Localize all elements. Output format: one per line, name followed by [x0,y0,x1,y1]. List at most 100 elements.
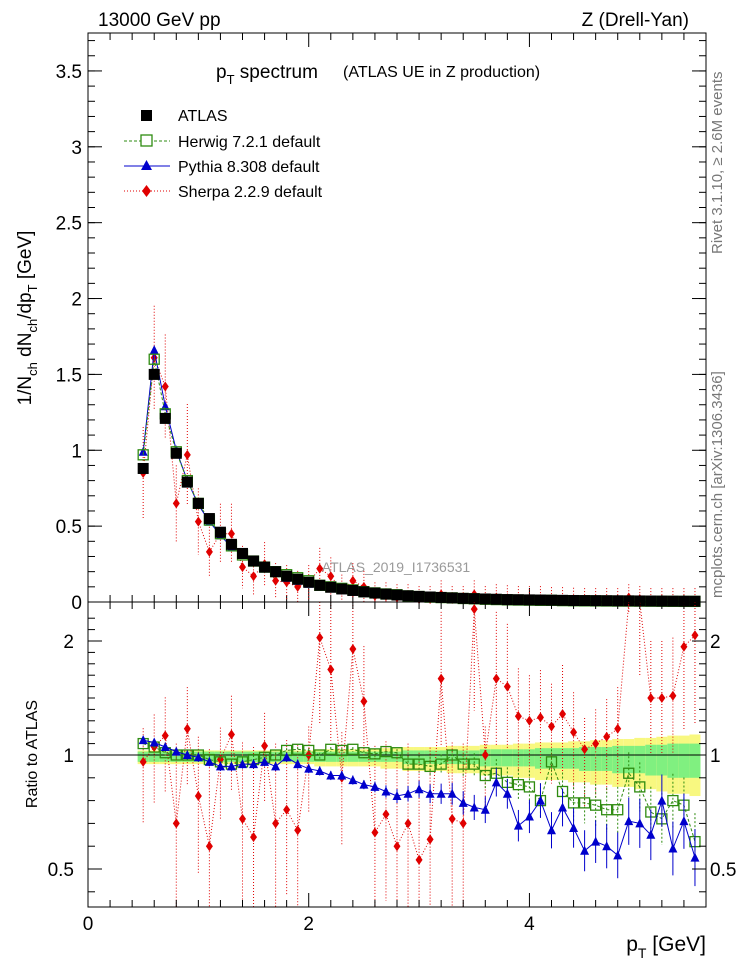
ratio-marker-pythia [182,750,192,759]
marker-atlas [325,581,337,593]
marker-atlas [678,595,690,607]
ratio-marker-sherpa [172,818,180,829]
ratio-marker-herwig [391,747,403,759]
ratio-marker-pythia [535,795,545,805]
ratio-marker-herwig [358,747,370,759]
legend-label-atlas: ATLAS [178,108,228,125]
marker-herwig [137,449,149,461]
marker-atlas [214,526,226,538]
ratio-marker-sherpa [227,729,235,740]
ratio-marker-pythia [491,777,501,787]
ratio-marker-sherpa [205,841,213,852]
ratio-marker-herwig [468,758,480,770]
ratio-marker-sherpa [415,854,423,865]
ratio-marker-pythia [469,802,479,812]
ratio-marker-herwig [380,745,392,758]
marker-pythia [149,345,159,355]
ratio-y-axis-label: Ratio to ATLAS [24,700,41,808]
marker-sherpa [239,562,246,573]
energy-label: 13000 GeV pp [98,10,221,31]
legend-entry-sherpa: Sherpa 2.2.9 default [124,184,323,201]
ratio-marker-sherpa [647,693,655,703]
marker-atlas [612,595,624,607]
ylabel-sub-b: ch [25,319,40,333]
ratio-marker-sherpa [404,818,412,829]
ratio-inner-band [391,751,403,762]
ratio-marker-pythia [149,737,159,747]
marker-atlas [667,595,679,607]
legend-marker-sherpa [142,185,151,197]
ratio-marker-pythia [480,804,490,814]
marker-atlas [645,595,657,607]
marker-atlas [501,594,513,606]
ratio-marker-pythia [547,825,556,835]
spectrum-y-axis-label: 1/Nch dNch/dpT [GeV] [15,231,40,406]
ratio-marker-sherpa [669,690,677,701]
spectrum-panel: 0 0.5 1 1.5 2 2.5 3 3.5 ATLAS_2019_I1736531 pT … [15,32,707,614]
legend-label-pythia: Pythia 8.308 default [178,159,320,176]
ratio-marker-herwig [303,744,315,757]
ratio-marker-herwig [369,748,381,760]
process-label: Z (Drell-Yan) [582,10,689,31]
ratio-marker-pythia [513,820,523,830]
ratio-marker-pythia [624,816,634,826]
ratio-marker-herwig [523,781,536,793]
ylabel-sub-a: ch [25,362,40,376]
legend-marker-herwig [140,134,153,147]
ratio-marker-herwig [435,758,447,770]
x-tick-label: 4 [524,914,535,935]
ratio-inner-band [656,744,668,776]
ratio-marker-sherpa [503,681,511,692]
ratio-marker-pythia [204,756,214,766]
ratio-marker-pythia [348,775,358,785]
marker-atlas [512,594,524,606]
plot-title: pT spectrum [216,62,318,87]
ratio-marker-sherpa [459,818,467,829]
ratio-inner-band [579,747,591,771]
marker-atlas [148,368,160,380]
ratio-marker-herwig [325,743,337,755]
marker-atlas [281,570,293,582]
ratio-y-tick-label: 2 [63,632,74,653]
ratio-marker-pythia [271,761,281,771]
x-axis-label: pT [GeV] [626,933,706,961]
ratio-marker-pythia [215,761,225,771]
marker-atlas [656,595,668,607]
legend-entry-pythia: Pythia 8.308 default [124,159,320,176]
ylabel-part-a: 1/N [15,376,36,406]
ratio-marker-herwig [601,804,613,816]
ratio-inner-band [523,749,535,767]
ratio-inner-band [634,745,646,774]
ratio-marker-sherpa [360,696,368,707]
y-tick-label: 1 [71,441,82,462]
ratio-marker-pythia [304,763,314,773]
ratio-marker-pythia [249,759,259,769]
ratio-inner-band [623,745,635,774]
spectrum-data [137,305,701,608]
title-rest: spectrum [235,62,318,83]
y-tick-label: 2 [71,290,82,311]
ratio-marker-sherpa [194,791,202,802]
ratio-marker-herwig [292,743,304,755]
ratio-marker-herwig [413,758,425,770]
ratio-inner-band [490,749,502,767]
marker-sherpa [194,516,202,527]
plot-title-note: (ATLAS UE in Z production) [343,64,540,81]
ratio-marker-pythia [171,746,181,756]
ratio-marker-pythia [580,845,590,855]
marker-atlas [380,588,392,600]
ratio-inner-band [534,748,546,769]
ratio-inner-band [435,750,447,765]
marker-atlas [479,593,491,605]
y-tick-label: 2.5 [56,214,82,235]
ratio-marker-sherpa [437,673,445,684]
marker-sherpa [327,571,335,582]
ratio-y-tick-label: 0.5 [48,860,74,881]
ratio-axis-ticks [87,602,706,907]
ratio-marker-pythia [326,770,336,780]
ratio-marker-pythia [591,836,601,846]
marker-sherpa [172,498,180,509]
ratio-marker-sherpa [183,723,191,734]
marker-sherpa [272,575,280,586]
ratio-marker-pythia [635,818,645,828]
